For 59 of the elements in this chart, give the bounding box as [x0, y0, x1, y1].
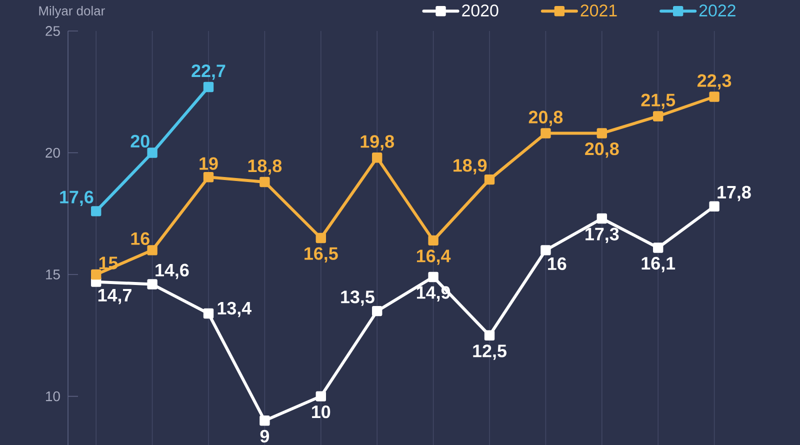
- point: [372, 306, 382, 316]
- data-label: 17,8: [718, 186, 751, 202]
- data-label: 20,8: [528, 110, 563, 126]
- point: [596, 213, 608, 224]
- data-label: 22,3: [697, 74, 732, 90]
- point: [653, 111, 664, 122]
- data-label: 22,7: [192, 64, 226, 80]
- data-label: 17,6: [60, 190, 94, 206]
- data-label: 14,6: [156, 264, 189, 280]
- data-label: 17,3: [586, 228, 619, 244]
- data-label: 18,8: [248, 159, 282, 175]
- data-label: 14,7: [98, 289, 132, 304]
- data-label: 16,1: [642, 256, 676, 272]
- point: [540, 245, 551, 256]
- data-label: 19: [200, 157, 218, 170]
- data-label: 16,4: [416, 250, 451, 265]
- legend-label: 2021: [580, 4, 617, 16]
- data-label: 10: [312, 405, 330, 418]
- point: [91, 206, 102, 216]
- data-label: 12,5: [473, 344, 506, 360]
- data-label: 16: [548, 257, 566, 270]
- point: [91, 269, 102, 280]
- point: [596, 128, 608, 138]
- y-tick-label: 10: [46, 391, 60, 402]
- data-label: 13,5: [341, 290, 374, 306]
- point: [372, 152, 382, 163]
- data-label: 16: [131, 232, 150, 245]
- point: [709, 92, 720, 102]
- point: [540, 128, 551, 138]
- data-label: 20: [130, 134, 150, 148]
- point: [484, 330, 495, 341]
- point: [260, 176, 270, 188]
- point: [203, 172, 214, 182]
- data-label: 13,4: [218, 302, 252, 318]
- point: [428, 272, 438, 282]
- point: [653, 242, 664, 253]
- point: [203, 308, 214, 319]
- point: [709, 201, 720, 212]
- data-label: 21,5: [641, 94, 676, 110]
- data-label: 18,9: [454, 159, 487, 174]
- data-label: 20,8: [585, 142, 619, 158]
- legend-label: 2022: [699, 4, 736, 16]
- point: [260, 416, 270, 426]
- point: [428, 235, 438, 246]
- point: [316, 391, 326, 402]
- y-tick-label: 25: [46, 26, 60, 36]
- data-label: 9: [260, 430, 270, 443]
- point: [147, 148, 158, 158]
- point: [147, 279, 158, 290]
- data-label: 19,8: [360, 135, 394, 150]
- y-tick-label: 20: [46, 148, 60, 158]
- point: [484, 174, 495, 185]
- point: [203, 82, 214, 92]
- data-label: 16,5: [304, 247, 338, 262]
- point: [147, 245, 158, 256]
- point: [316, 232, 326, 244]
- y-tick-label: 15: [46, 270, 60, 280]
- y-axis-title: Milyar dolar: [39, 6, 105, 18]
- legend-label: 2020: [462, 4, 498, 16]
